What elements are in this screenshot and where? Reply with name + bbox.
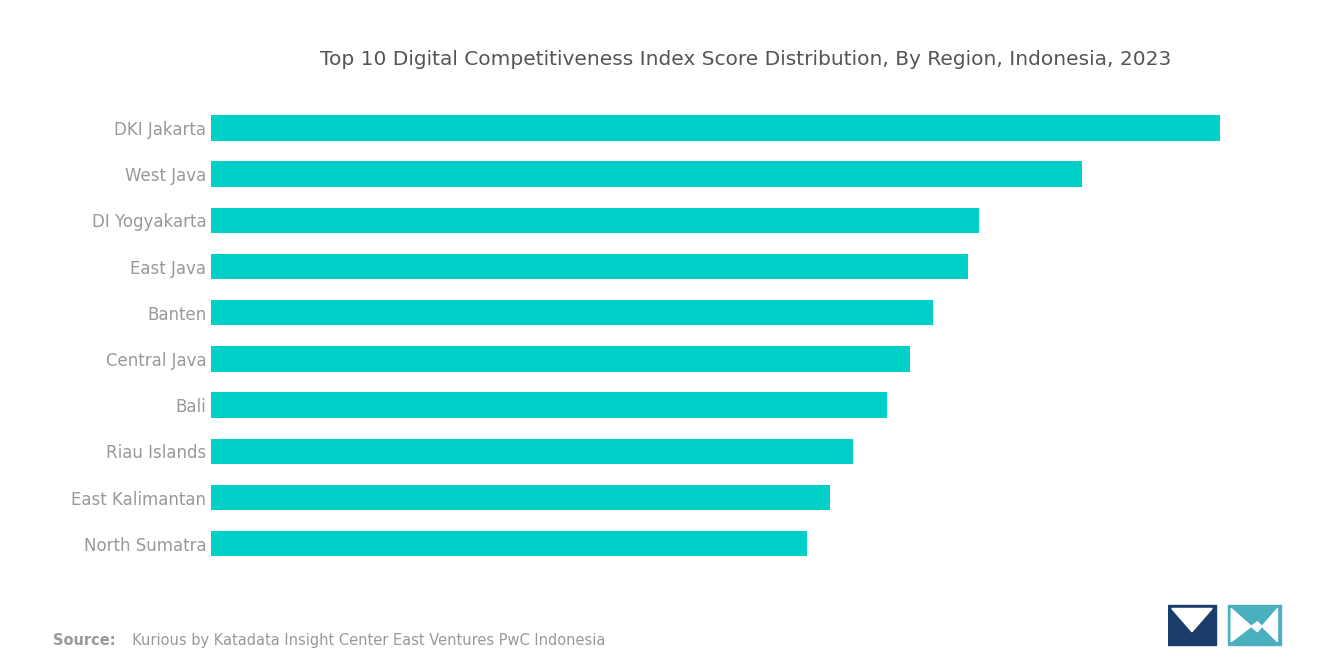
Bar (211, 392, 887, 418)
Bar (211, 254, 968, 279)
Text: Source:: Source: (53, 633, 115, 648)
Bar (211, 162, 1082, 187)
Bar (211, 531, 808, 557)
Bar (211, 300, 933, 325)
Polygon shape (1228, 605, 1280, 645)
Title: Top 10 Digital Competitiveness Index Score Distribution, By Region, Indonesia, 2: Top 10 Digital Competitiveness Index Sco… (321, 51, 1171, 69)
Polygon shape (1172, 608, 1212, 632)
Bar (211, 485, 830, 510)
Bar (211, 439, 853, 464)
Text: Kurious by Katadata Insight Center East Ventures PwC Indonesia: Kurious by Katadata Insight Center East … (123, 633, 605, 648)
Polygon shape (1232, 608, 1278, 642)
Bar (211, 346, 911, 372)
Bar (211, 115, 1220, 140)
Polygon shape (1168, 605, 1216, 645)
Bar (211, 207, 979, 233)
